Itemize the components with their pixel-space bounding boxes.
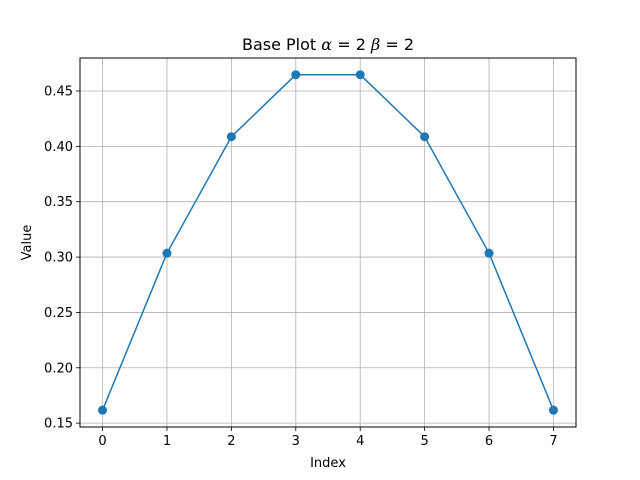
- x-tick-label: 3: [292, 434, 300, 449]
- y-tick-label: 0.25: [44, 306, 73, 321]
- title-beta-symbol: β: [370, 35, 380, 54]
- y-tick-label: 0.45: [44, 84, 73, 99]
- data-point: [484, 248, 494, 258]
- y-tick-label: 0.20: [44, 361, 73, 376]
- x-tick-label: 2: [227, 434, 235, 449]
- grid-layer: [80, 58, 576, 427]
- y-axis-label: Value: [20, 225, 35, 261]
- data-point: [355, 70, 365, 80]
- title-beta-equals: =: [385, 35, 398, 54]
- title-alpha-symbol: α: [321, 35, 332, 54]
- data-point: [420, 132, 430, 142]
- x-tick-label: 0: [98, 434, 106, 449]
- series-layer: [98, 70, 558, 415]
- y-tick-label: 0.15: [44, 417, 73, 432]
- chart-title-text: Base Plot: [242, 35, 316, 54]
- y-tick-label: 0.30: [44, 251, 73, 266]
- title-alpha-value: 2: [356, 35, 366, 54]
- x-tick-label: 4: [356, 434, 364, 449]
- ticks-layer: 0 1 2 3 4 5 6 7 0.15 0.20 0.25 0.30 0.35 0.40 0.45: [44, 84, 558, 449]
- title-beta-value: 2: [404, 35, 414, 54]
- y-tick-label: 0.40: [44, 140, 73, 155]
- axes-frame: [79, 57, 577, 428]
- chart-title: Base Plot α = 2 β = 2: [242, 35, 414, 54]
- x-tick-label: 7: [549, 434, 557, 449]
- y-tick-label: 0.35: [44, 195, 73, 210]
- series-line: [101, 73, 555, 411]
- x-axis-label: Index: [310, 456, 346, 471]
- data-point: [291, 70, 301, 80]
- x-tick-label: 1: [163, 434, 171, 449]
- data-point: [548, 405, 558, 415]
- x-tick-label: 6: [485, 434, 493, 449]
- data-point: [162, 248, 172, 258]
- title-alpha-equals: =: [337, 35, 350, 54]
- x-tick-label: 5: [420, 434, 428, 449]
- data-point: [226, 132, 236, 142]
- data-point: [98, 405, 108, 415]
